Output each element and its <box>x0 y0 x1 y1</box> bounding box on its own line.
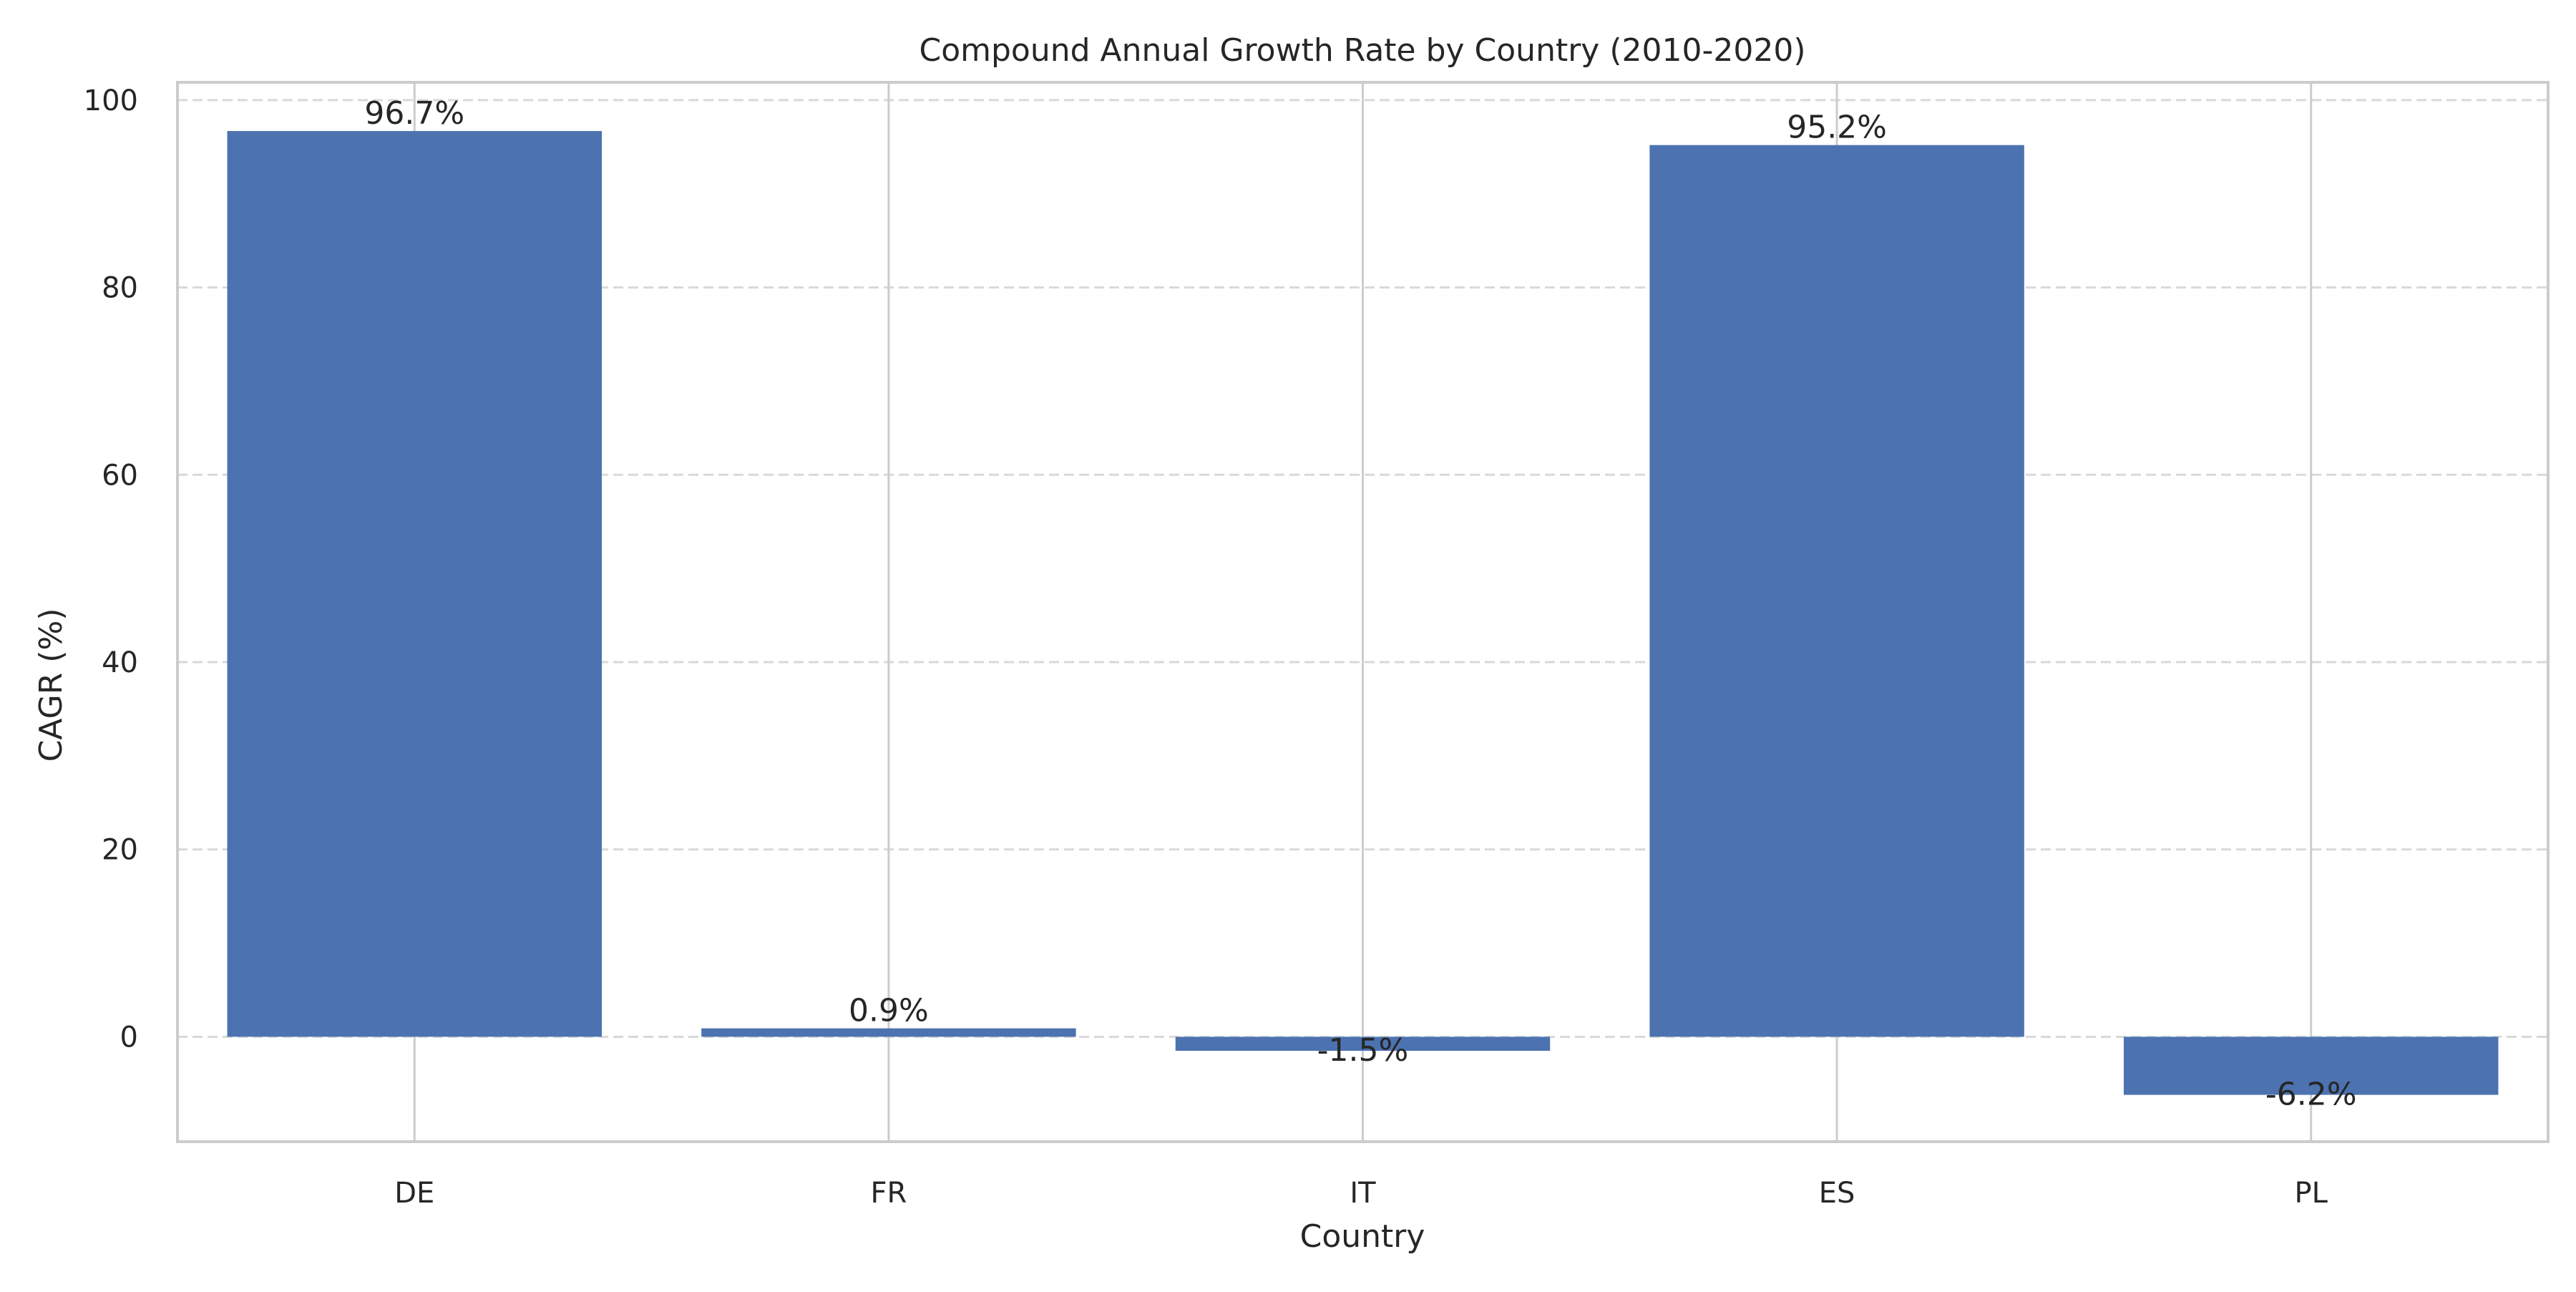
bar-fr <box>701 1028 1076 1037</box>
y-tick-label: 80 <box>102 272 138 305</box>
y-tick-label: 0 <box>120 1021 138 1054</box>
x-tick-label: IT <box>1350 1177 1376 1210</box>
bar-pl <box>2123 1036 2499 1095</box>
ticks-layer: 0 20 40 60 80 100 DE FR IT ES PL <box>84 84 2328 1210</box>
bar-value-label: 0.9% <box>849 993 929 1029</box>
bar-it <box>1175 1036 1551 1051</box>
x-axis-label: Country <box>1300 1218 1425 1255</box>
x-tick-label: ES <box>1819 1177 1855 1210</box>
plot-frame <box>176 81 2550 1143</box>
bar-value-label: 95.2% <box>1787 110 1887 146</box>
data-labels-layer: 96.7% 0.9% -1.5% 95.2% -6.2% <box>364 95 2356 1113</box>
bar-de <box>227 131 602 1037</box>
y-axis-label: CAGR (%) <box>33 608 69 762</box>
bar-value-label: 96.7% <box>364 95 464 132</box>
bars-layer <box>227 131 2499 1095</box>
y-tick-label: 60 <box>102 459 138 492</box>
bar-value-label: -6.2% <box>2265 1077 2357 1113</box>
y-tick-label: 40 <box>102 646 138 679</box>
chart-title: Compound Annual Growth Rate by Country (… <box>919 32 1805 69</box>
bar-es <box>1649 145 2024 1037</box>
y-tick-label: 20 <box>102 834 138 867</box>
x-tick-label: DE <box>394 1177 434 1210</box>
x-tick-label: PL <box>2294 1177 2328 1210</box>
x-tick-label: FR <box>870 1177 907 1210</box>
y-tick-label: 100 <box>84 84 138 117</box>
bar-value-label: -1.5% <box>1317 1032 1409 1069</box>
